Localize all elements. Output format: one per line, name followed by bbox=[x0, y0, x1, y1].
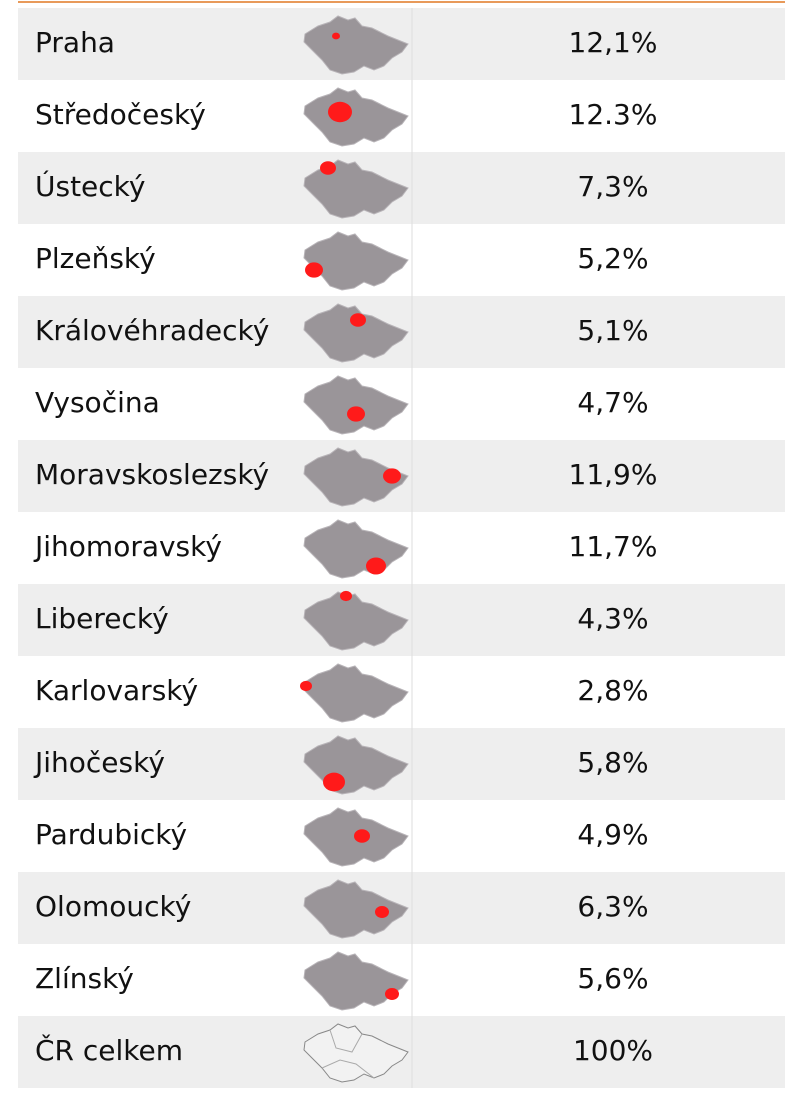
region-name: Moravskoslezský bbox=[35, 458, 269, 491]
region-share: 100% bbox=[573, 1034, 653, 1067]
highlighted-region bbox=[305, 262, 323, 278]
highlighted-region bbox=[383, 468, 401, 484]
country-outline bbox=[303, 663, 409, 723]
highlighted-region bbox=[375, 906, 389, 918]
region-name: Královéhradecký bbox=[35, 314, 269, 347]
country-outline bbox=[303, 231, 409, 291]
region-share: 4,3% bbox=[577, 602, 648, 635]
highlighted-region bbox=[300, 680, 312, 692]
highlighted-region bbox=[320, 161, 336, 175]
highlighted-region bbox=[350, 313, 366, 327]
region-map-icon bbox=[303, 519, 409, 579]
region-share: 5,6% bbox=[577, 962, 648, 995]
region-name: ČR celkem bbox=[35, 1033, 183, 1067]
region-share: 2,8% bbox=[577, 674, 648, 707]
country-outline bbox=[303, 1023, 409, 1083]
region-share: 7,3% bbox=[577, 170, 648, 203]
region-share: 5,2% bbox=[577, 242, 648, 275]
region-name: Středočeský bbox=[35, 98, 206, 131]
region-map-icon bbox=[303, 303, 409, 363]
region-map-icon bbox=[300, 663, 409, 723]
country-outline bbox=[303, 87, 409, 147]
region-share: 11,9% bbox=[569, 458, 658, 491]
region-name: Karlovarský bbox=[35, 674, 198, 707]
region-share: 5,1% bbox=[577, 314, 648, 347]
country-outline bbox=[303, 303, 409, 363]
region-name: Plzeňský bbox=[35, 242, 156, 275]
country-outline bbox=[303, 375, 409, 435]
region-share: 5,8% bbox=[577, 746, 648, 779]
region-map-icon bbox=[303, 159, 409, 219]
region-share: 4,7% bbox=[577, 386, 648, 419]
region-map-icon bbox=[303, 15, 409, 75]
region-map-icon bbox=[303, 735, 409, 795]
region-share: 6,3% bbox=[577, 890, 648, 923]
region-share: 12,1% bbox=[569, 26, 658, 59]
region-name: Vysočina bbox=[35, 386, 160, 419]
region-name: Praha bbox=[35, 26, 115, 59]
region-map-icon bbox=[303, 1023, 409, 1083]
region-map-icon bbox=[303, 87, 409, 147]
country-outline bbox=[303, 879, 409, 939]
country-outline bbox=[303, 447, 409, 507]
highlighted-region bbox=[366, 557, 386, 575]
highlighted-region bbox=[323, 772, 345, 792]
region-name: Liberecký bbox=[35, 602, 169, 635]
region-map-icon bbox=[303, 447, 409, 507]
region-name: Jihomoravský bbox=[33, 530, 222, 563]
country-outline bbox=[303, 951, 409, 1011]
region-share: 4,9% bbox=[577, 818, 648, 851]
highlighted-region bbox=[332, 32, 340, 40]
highlighted-region bbox=[328, 101, 352, 123]
highlighted-region bbox=[347, 406, 365, 422]
region-name: Pardubický bbox=[35, 818, 187, 851]
region-name: Zlínský bbox=[35, 962, 134, 995]
highlighted-region bbox=[354, 829, 370, 843]
region-map-icon bbox=[303, 375, 409, 435]
highlighted-region bbox=[340, 590, 352, 602]
region-map-icon bbox=[303, 879, 409, 939]
region-name: Ústecký bbox=[35, 169, 145, 203]
region-name: Olomoucký bbox=[35, 890, 191, 923]
region-share: 12.3% bbox=[569, 98, 658, 131]
region-borders bbox=[321, 1059, 375, 1079]
region-map-icon bbox=[303, 590, 409, 651]
region-map-icon bbox=[303, 951, 409, 1011]
country-outline bbox=[303, 15, 409, 75]
region-map-icon bbox=[303, 807, 409, 867]
region-borders bbox=[329, 1029, 363, 1053]
highlighted-region bbox=[385, 988, 399, 1000]
region-share: 11,7% bbox=[569, 530, 658, 563]
region-map-icon bbox=[303, 231, 409, 291]
region-name: Jihočeský bbox=[33, 746, 165, 779]
